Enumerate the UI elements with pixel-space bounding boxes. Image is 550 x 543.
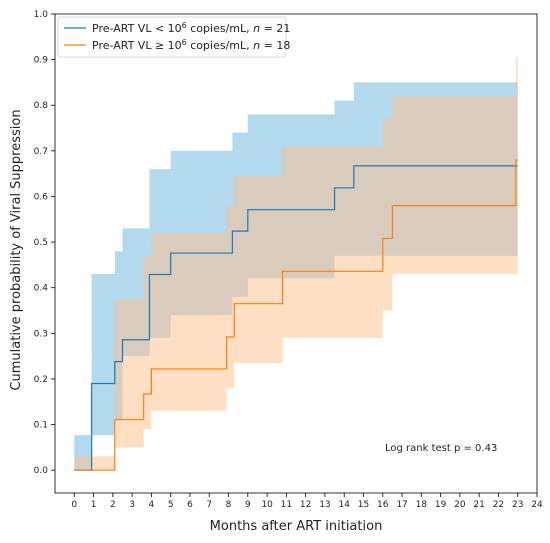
km-line-series-1 (74, 165, 518, 471)
x-tick-label: 17 (396, 500, 407, 510)
y-tick-label: 0.6 (34, 192, 49, 202)
x-tick-label: 24 (531, 500, 543, 510)
y-tick-label: 0.9 (34, 56, 49, 66)
x-tick-label: 3 (129, 500, 135, 510)
plot-area (54, 13, 538, 494)
x-tick-label: 6 (187, 500, 193, 510)
x-tick-label: 20 (454, 500, 466, 510)
x-tick-label: 9 (245, 500, 251, 510)
plot-frame (54, 13, 538, 494)
y-tick-label: 0.0 (34, 466, 49, 476)
y-tick-label: 0.3 (34, 329, 48, 339)
x-tick-label: 13 (319, 500, 330, 510)
x-tick-label: 10 (261, 500, 273, 510)
y-tick-label: 0.4 (34, 284, 49, 294)
y-tick-label: 0.2 (34, 375, 48, 385)
x-tick-label: 8 (226, 500, 232, 510)
y-tick-label: 0.5 (34, 238, 48, 248)
x-tick-label: 22 (493, 500, 504, 510)
x-tick-label: 16 (377, 500, 389, 510)
legend-label-series-2: Pre-ART VL ≥ 106 copies/mL, n = 18 (92, 38, 290, 52)
log-rank-annotation: Log rank test p = 0.43 (385, 443, 497, 454)
x-tick-label: 18 (416, 500, 428, 510)
x-axis: 0 1 2 3 4 5 6 7 8 9 10 11 12 13 14 15 16 17 18 19 20 21 22 23 24 (71, 493, 543, 510)
y-tick-label: 1.0 (34, 10, 49, 20)
x-tick-label: 2 (110, 500, 116, 510)
y-axis-label: Cumulative probability of Viral Suppress… (9, 109, 24, 390)
legend-box (57, 16, 287, 58)
x-tick-label: 12 (300, 500, 311, 510)
x-tick-label: 11 (281, 500, 292, 510)
legend-label-series-1: Pre-ART VL < 106 copies/mL, n = 21 (92, 21, 290, 35)
y-axis: 0.0 0.1 0.2 0.3 0.4 0.5 0.6 0.7 0.8 0.9 1.0 (34, 10, 55, 476)
x-tick-label: 23 (512, 500, 523, 510)
x-tick-label: 21 (473, 500, 484, 510)
x-axis-label: Months after ART initiation (210, 519, 383, 534)
legend: Pre-ART VL < 106 copies/mL, n = 21 Pre-AR… (57, 16, 290, 58)
x-tick-label: 1 (91, 500, 97, 510)
y-tick-label: 0.8 (34, 101, 49, 111)
x-tick-label: 15 (358, 500, 369, 510)
x-tick-label: 14 (338, 500, 350, 510)
y-tick-label: 0.1 (34, 421, 48, 431)
x-tick-label: 4 (149, 500, 155, 510)
km-line-series-2 (74, 159, 518, 471)
x-tick-label: 0 (71, 500, 77, 510)
x-tick-label: 19 (435, 500, 447, 510)
y-tick-label: 0.7 (34, 147, 48, 157)
x-tick-label: 7 (206, 500, 212, 510)
x-tick-label: 5 (168, 500, 174, 510)
ci-band-series-2 (74, 57, 518, 471)
